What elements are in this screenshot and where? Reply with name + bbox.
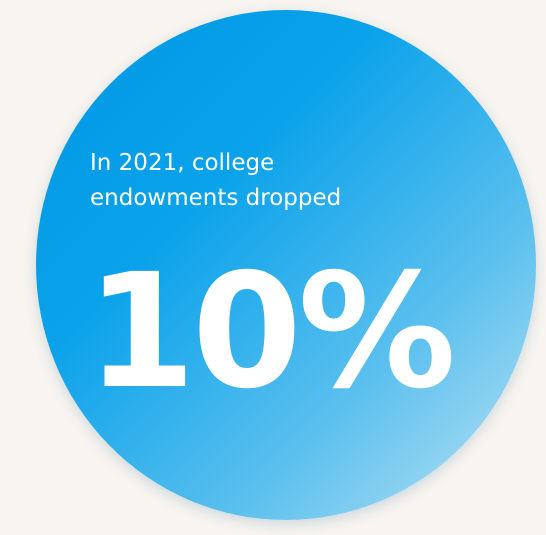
stat-circle — [36, 10, 536, 520]
stat-description-line-1: In 2021, college — [90, 150, 275, 176]
stat-description: In 2021, college endowments dropped — [90, 146, 410, 216]
stat-value: 10% — [86, 240, 456, 424]
stat-description-line-2: endowments dropped — [90, 185, 342, 211]
